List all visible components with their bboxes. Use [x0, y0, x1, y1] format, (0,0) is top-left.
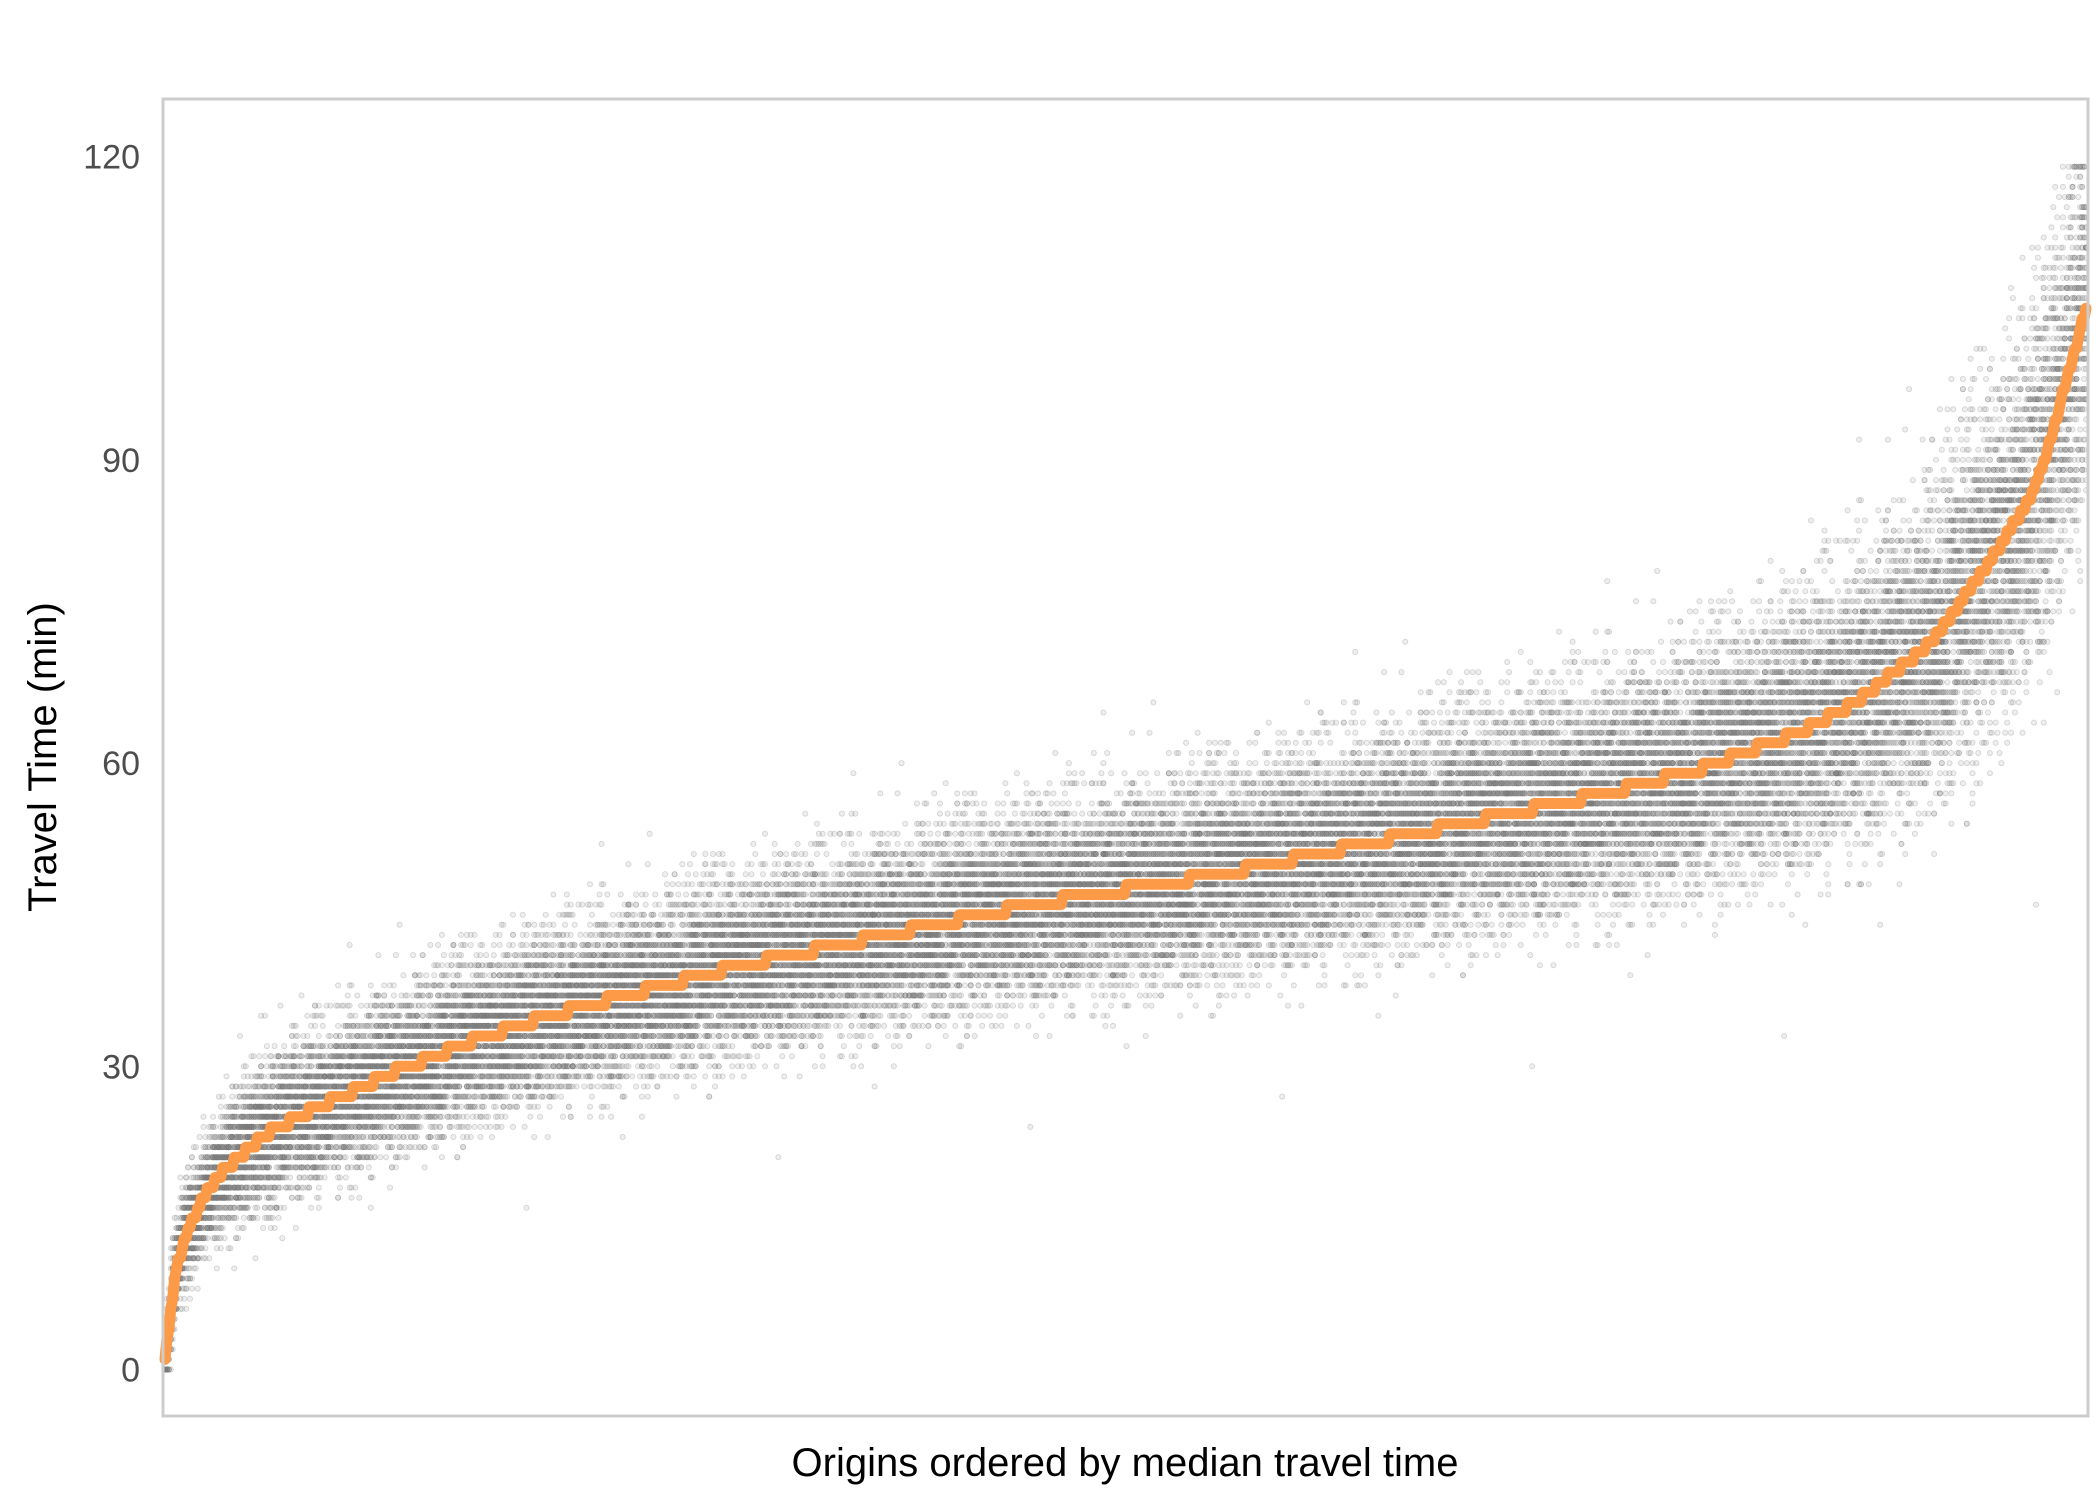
data-point: [261, 1225, 266, 1230]
data-point: [241, 1215, 246, 1220]
data-point: [178, 1175, 183, 1180]
data-point: [212, 1124, 217, 1129]
data-point: [222, 1236, 227, 1241]
data-point: [259, 1064, 264, 1069]
data-point: [243, 1064, 248, 1069]
data-point: [193, 1145, 198, 1150]
data-point: [234, 1215, 239, 1220]
data-point: [184, 1306, 189, 1311]
data-point: [197, 1134, 202, 1139]
data-point: [193, 1266, 198, 1271]
data-point: [184, 1175, 189, 1180]
data-point: [186, 1165, 191, 1170]
data-point: [228, 1246, 233, 1251]
data-point: [207, 1256, 212, 1261]
data-point: [257, 1054, 262, 1059]
data-point: [230, 1094, 235, 1099]
data-point: [253, 1256, 258, 1261]
data-point: [201, 1114, 206, 1119]
data-point: [182, 1296, 187, 1301]
data-point: [189, 1155, 194, 1160]
data-point: [214, 1266, 219, 1271]
data-point: [218, 1104, 223, 1109]
data-point: [189, 1286, 194, 1291]
panel-background: [163, 99, 2088, 1416]
data-point: [218, 1246, 223, 1251]
data-point: [232, 1266, 237, 1271]
data-point: [224, 1074, 229, 1079]
data-point: [203, 1246, 208, 1251]
data-point: [236, 1236, 241, 1241]
data-point: [211, 1114, 216, 1119]
data-point: [189, 1276, 194, 1281]
data-point: [184, 1286, 189, 1291]
data-point: [257, 1195, 262, 1200]
data-point: [237, 1033, 242, 1038]
data-point: [168, 1367, 173, 1372]
data-point: [251, 1054, 256, 1059]
data-point: [220, 1094, 225, 1099]
data-point: [195, 1286, 200, 1291]
data-point: [241, 1225, 246, 1230]
data-point: [201, 1124, 206, 1129]
data-point: [255, 1205, 260, 1210]
data-point: [187, 1296, 192, 1301]
data-point: [220, 1225, 225, 1230]
data-point: [261, 1074, 266, 1079]
data-point: [245, 1205, 250, 1210]
data-point: [255, 1215, 260, 1220]
data-point: [205, 1236, 210, 1241]
